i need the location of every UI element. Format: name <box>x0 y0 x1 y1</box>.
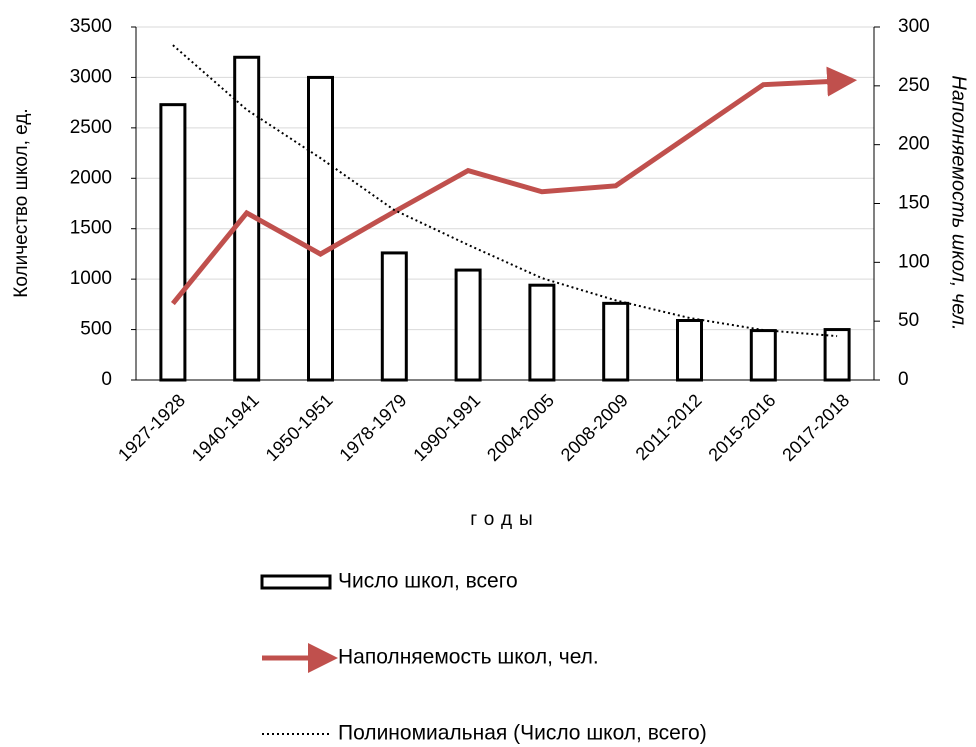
x-tick-label: 2004-2005 <box>483 390 558 465</box>
y-axis-label: Количество школ, ед. <box>11 108 32 297</box>
x-tick-label: 2015-2016 <box>704 390 779 465</box>
x-tick-label: 1990-1991 <box>409 390 484 465</box>
y-tick-label: 500 <box>80 319 112 340</box>
line <box>170 66 858 306</box>
legend-swatch <box>260 574 332 590</box>
bar <box>307 75 334 382</box>
bar <box>676 318 703 382</box>
legend-label: Наполняемость школ, чел. <box>338 646 599 669</box>
legend-label: Полиномиальная (Число школ, всего) <box>338 722 707 745</box>
y2-tick-label: 150 <box>898 193 930 214</box>
x-axis-label: годы <box>470 509 539 530</box>
y2-tick-label: 50 <box>898 310 919 331</box>
y2-tick-label: 300 <box>898 16 930 37</box>
y2-tick-label: 0 <box>898 369 909 390</box>
y-tick-label: 1500 <box>70 218 112 239</box>
legend-label: Число школ, всего <box>338 570 518 593</box>
y-tick-label: 2000 <box>70 167 112 188</box>
x-tick-label: 2011-2012 <box>632 390 706 464</box>
y-tick-label: 0 <box>101 369 112 390</box>
bar <box>159 103 187 382</box>
y-tick-label: 2500 <box>70 117 112 138</box>
bar <box>602 301 630 382</box>
y2-axis-label: Наполняемость школ, чел. <box>948 75 970 330</box>
y2-tick-label: 200 <box>898 134 930 155</box>
bar <box>749 329 777 382</box>
bar <box>528 283 556 382</box>
y2-tick-label: 250 <box>898 75 930 96</box>
y-tick-label: 3500 <box>70 16 112 37</box>
y2-tick-label: 100 <box>898 251 930 272</box>
x-tick-label: 1927-1928 <box>114 390 189 465</box>
x-tick-label: 1950-1951 <box>262 390 337 465</box>
bar <box>380 251 408 382</box>
y-tick-label: 1000 <box>70 268 112 289</box>
x-tick-label: 2008-2009 <box>557 390 632 465</box>
x-tick-label: 2017-2018 <box>778 390 853 465</box>
bar <box>454 268 482 382</box>
bar <box>823 328 851 382</box>
y-tick-label: 3000 <box>70 66 112 87</box>
x-tick-label: 1978-1979 <box>335 390 410 465</box>
trendline <box>172 44 838 338</box>
x-tick-label: 1940-1941 <box>188 390 263 465</box>
